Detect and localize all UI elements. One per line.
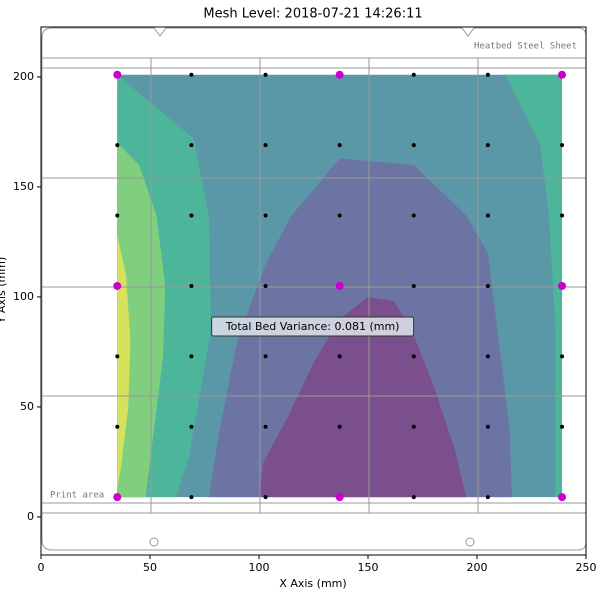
probe-point — [263, 72, 268, 77]
probe-point — [189, 72, 194, 77]
probe-point — [115, 354, 120, 359]
probe-point — [115, 424, 120, 429]
probe-point — [189, 143, 194, 148]
contour-region — [117, 235, 131, 491]
x-tick-label: 150 — [358, 561, 379, 574]
x-tick-label: 0 — [38, 561, 45, 574]
y-axis-label: Y Axis (mm) — [0, 257, 8, 325]
probe-point — [411, 424, 416, 429]
probe-point — [560, 213, 565, 218]
probe-point — [485, 72, 490, 77]
x-tick-label: 50 — [143, 561, 157, 574]
probe-point — [189, 424, 194, 429]
probe-point — [411, 213, 416, 218]
probe-point — [263, 213, 268, 218]
probe-point-highlight — [113, 493, 122, 502]
contour-region — [259, 296, 467, 498]
probe-point — [485, 213, 490, 218]
probe-point-highlight — [335, 493, 344, 502]
probe-point-highlight — [335, 281, 344, 290]
annotation-box — [211, 316, 415, 337]
probe-point — [337, 354, 342, 359]
probe-point — [560, 143, 565, 148]
probe-point — [189, 283, 194, 288]
probe-point — [560, 354, 565, 359]
plot-frame — [40, 26, 587, 556]
probe-point-highlight — [558, 493, 567, 502]
x-axis-label: X Axis (mm) — [279, 577, 346, 590]
probe-point — [411, 283, 416, 288]
probe-point-highlight — [335, 70, 344, 79]
y-tick-label: 150 — [13, 180, 34, 193]
probe-point — [263, 283, 268, 288]
probe-point-highlight — [558, 70, 567, 79]
probe-point — [411, 354, 416, 359]
bed-label: Heatbed Steel Sheet — [474, 42, 577, 52]
probe-point — [263, 354, 268, 359]
x-tick-label: 200 — [467, 561, 488, 574]
probe-point-highlight — [113, 70, 122, 79]
x-tick-label: 100 — [249, 561, 270, 574]
probe-point — [560, 424, 565, 429]
y-tick-label: 50 — [20, 400, 34, 413]
annotation: Total Bed Variance: 0.081 (mm) — [225, 320, 400, 333]
contour-region — [505, 74, 563, 498]
x-tick-label: 250 — [576, 561, 597, 574]
probe-point — [411, 72, 416, 77]
probe-point — [411, 143, 416, 148]
bed-outline — [41, 27, 587, 551]
probe-point — [411, 495, 416, 500]
probe-point — [189, 354, 194, 359]
probe-point — [485, 143, 490, 148]
y-tick-label: 200 — [13, 70, 34, 83]
y-tick-label: 100 — [13, 290, 34, 303]
probe-point — [263, 495, 268, 500]
y-tick-label: 0 — [27, 510, 34, 523]
probe-point — [337, 143, 342, 148]
probe-point — [263, 143, 268, 148]
probe-point — [485, 495, 490, 500]
probe-point — [337, 213, 342, 218]
probe-point — [189, 495, 194, 500]
probe-point — [485, 354, 490, 359]
probe-point — [115, 213, 120, 218]
probe-point — [189, 213, 194, 218]
probe-point-highlight — [558, 281, 567, 290]
probe-point — [115, 143, 120, 148]
probe-point-highlight — [113, 281, 122, 290]
bed-label: Print area — [50, 491, 104, 501]
probe-point — [337, 424, 342, 429]
probe-point — [263, 424, 268, 429]
probe-point — [485, 283, 490, 288]
contour-region — [117, 142, 166, 498]
probe-point — [485, 424, 490, 429]
chart-title: Mesh Level: 2018-07-21 14:26:11 — [203, 7, 422, 22]
